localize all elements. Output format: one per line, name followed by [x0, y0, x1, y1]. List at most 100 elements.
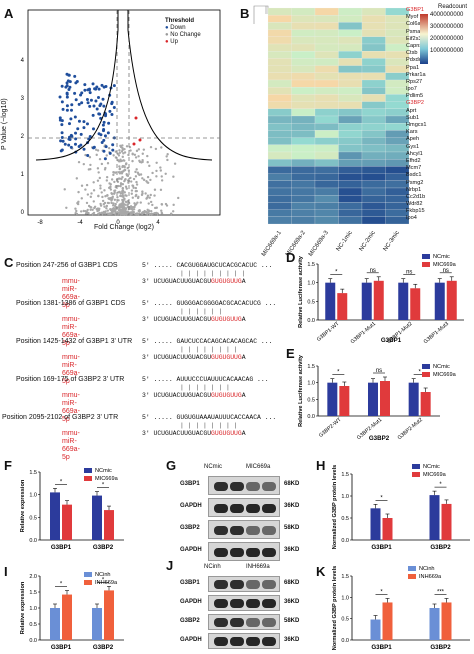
heatmap-cell: [361, 130, 386, 138]
legend-item-down: ● Down: [165, 25, 186, 31]
volcano-point-nochange: [146, 196, 149, 199]
heatmap-gene-label: G3BP2: [406, 100, 425, 107]
y-axis-label: Normalized G3BP protein levels: [332, 465, 338, 549]
heatmap-cell: [291, 58, 316, 66]
volcano-point-nochange: [146, 154, 149, 158]
blot-band: [262, 525, 276, 535]
legend-label: MIC669a: [433, 262, 457, 268]
significance-label: *: [60, 582, 63, 588]
significance-label: *: [439, 482, 442, 488]
volcano-xtick: 0: [116, 220, 120, 226]
volcano-point-nochange: [124, 194, 127, 197]
volcano-point-nochange: [86, 193, 90, 196]
volcano-point-nochange: [109, 188, 113, 191]
volcano-point-nochange: [135, 149, 139, 153]
mirna-sequence: 3' UCUGUACUUGUACGUGUGUGUUGA: [142, 392, 246, 399]
heatmap-gene-labels: G3BP1 Myof Col6a1 Psma1 Eif2s3x Capns1 Ctsb Pdx…: [406, 7, 427, 223]
bar: [429, 608, 440, 640]
legend-label: INH669a: [419, 574, 442, 580]
volcano-point-nochange: [92, 200, 95, 203]
volcano-xtick: 4: [156, 220, 160, 226]
blot-size-label: 36KD: [284, 636, 300, 643]
legend-label: NCmic: [423, 464, 440, 470]
volcano-point-nochange: [99, 184, 102, 187]
heatmap: [253, 5, 410, 225]
volcano-point-down: [83, 88, 87, 92]
legend-swatch: [412, 472, 420, 477]
heatmap-cell: [314, 202, 339, 210]
heatmap-gene-label: G3BP1: [406, 7, 425, 13]
volcano-point-down: [73, 74, 77, 78]
volcano-point-down: [67, 137, 71, 141]
volcano-point-down: [88, 135, 92, 139]
heatmap-gene-label: Gys1: [406, 143, 420, 150]
volcano-point-nochange: [108, 212, 112, 215]
heatmap-cell: [291, 36, 316, 45]
heatmap-cell: [314, 159, 339, 167]
heatmap-cell: [361, 151, 386, 160]
heatmap-cell: [291, 7, 316, 16]
sequence-pairs: | | | | | | | |: [180, 422, 238, 429]
volcano-point-nochange: [97, 212, 100, 216]
volcano-point-nochange: [119, 184, 122, 188]
legend-swatch: [422, 262, 430, 267]
heatmap-cell: [267, 137, 292, 145]
volcano-point-up: [138, 138, 142, 142]
bar: [361, 282, 372, 320]
ytick-label: 0.0: [307, 414, 315, 420]
volcano-point-nochange: [79, 210, 83, 213]
heatmap-cell: [267, 151, 292, 160]
heatmap-gene-label: Ipo4: [406, 215, 417, 222]
volcano-point-nochange: [105, 154, 108, 157]
volcano-point-nochange: [133, 153, 137, 156]
volcano-point-nochange: [134, 175, 138, 178]
volcano-point-down: [100, 83, 104, 87]
volcano-point-nochange: [106, 209, 110, 212]
legend-item-nochange: ● No Change: [165, 32, 201, 38]
significance-label: ns: [406, 270, 412, 276]
volcano-point-nochange: [117, 171, 121, 174]
volcano-point-nochange: [104, 210, 107, 213]
heatmap-cell: [338, 202, 363, 210]
volcano-point-nochange: [103, 205, 106, 208]
volcano-point-nochange: [142, 148, 146, 151]
bar: [370, 619, 381, 640]
heatmap-cell: [267, 130, 292, 138]
blot-band: [262, 580, 276, 589]
bar: [368, 382, 378, 416]
volcano-point-nochange: [94, 148, 98, 151]
volcano-point-nochange: [89, 208, 92, 211]
heatmap-cell: [314, 58, 339, 66]
volcano-point-nochange: [99, 204, 103, 207]
volcano-point-nochange: [123, 147, 126, 151]
volcano-point-nochange: [125, 212, 128, 216]
ytick-label: 0.0: [341, 538, 349, 544]
volcano-point-down: [59, 139, 63, 143]
ytick-label: 1.0: [29, 493, 37, 499]
volcano-point-nochange: [121, 176, 124, 179]
volcano-point-nochange: [123, 191, 126, 194]
volcano-point-down: [80, 101, 84, 105]
heatmap-cell: [361, 22, 386, 30]
bar: [408, 382, 419, 416]
heatmap-gene-label: Ipo7: [406, 86, 417, 93]
ytick-label: 1.0: [29, 606, 37, 612]
volcano-point-nochange: [137, 212, 141, 215]
volcano-point-nochange: [77, 190, 80, 194]
heatmap-cell: [361, 108, 386, 117]
heatmap-cell: [314, 209, 339, 217]
volcano-point-down: [95, 85, 99, 89]
blot-protein-label: G3BP2: [180, 617, 200, 624]
heatmap-cell: [314, 130, 339, 138]
heatmap-cell: [267, 202, 292, 210]
heatmap-cell: [361, 195, 386, 203]
blot-band: [230, 580, 244, 589]
volcano-point-nochange: [119, 194, 122, 198]
blot-band: [246, 525, 260, 535]
significance-label: *: [380, 589, 383, 595]
volcano-point-nochange: [141, 152, 144, 155]
volcano-point-down: [68, 85, 72, 89]
heatmap-cell: [361, 216, 386, 225]
volcano-point-nochange: [84, 209, 87, 213]
heatmap-cell: [267, 123, 292, 131]
